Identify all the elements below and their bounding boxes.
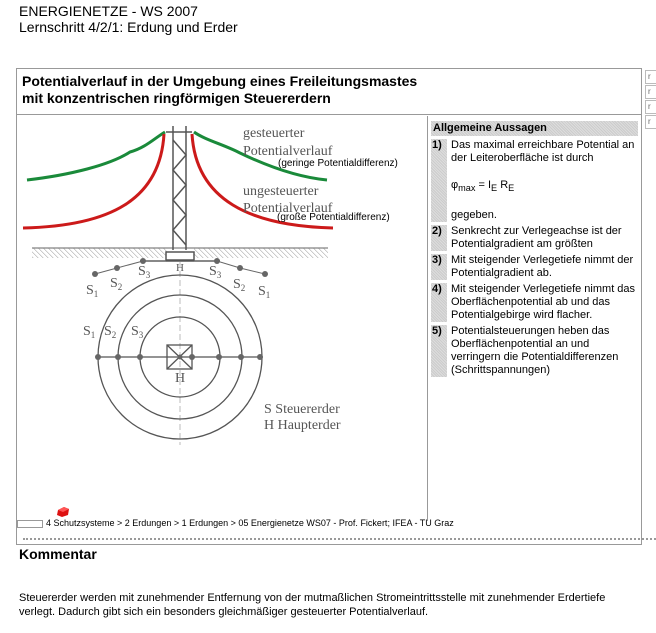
statement-1: 1) Das maximal erreichbare Potential an …	[431, 139, 638, 223]
tower	[140, 126, 220, 262]
label-controlled-1: gesteuerter	[243, 126, 305, 141]
legend-s: S Steuererder	[264, 402, 340, 417]
electrode-labels: H S1 S2 S3 S3 S2 S1 S1 S2 S3 H S Steuere…	[83, 262, 341, 433]
statement-5: 5) Potentialsteuerungen heben das Oberflä…	[431, 325, 638, 378]
statement-text: Mit steigender Verlegetiefe nimmt das Ob…	[451, 283, 636, 322]
statement-number: 5)	[431, 325, 447, 378]
label-uncontrolled-3: (große Potentialdifferenz)	[277, 212, 390, 223]
separator	[23, 538, 656, 540]
uncontrolled-potential-curve	[22, 133, 334, 230]
side-tab-4[interactable]: r	[645, 115, 656, 129]
statement-number: 3)	[431, 254, 447, 281]
comment-heading: Kommentar	[19, 546, 97, 562]
svg-text:S1: S1	[258, 284, 270, 300]
statement-number: 4)	[431, 283, 447, 323]
course-title: ENERGIENETZE - WS 2007	[19, 3, 198, 19]
comment-text: Steuererder werden mit zunehmender Entfe…	[19, 592, 606, 618]
panel-divider	[427, 116, 428, 521]
statement-number: 1)	[431, 139, 447, 223]
statement-text: Das maximal erreichbare Potential an der…	[451, 139, 635, 164]
statement-text: Mit steigender Verlegetiefe nimmt der Po…	[451, 254, 634, 280]
label-uncontrolled-2: Potentialverlauf	[243, 201, 333, 216]
svg-text:S2: S2	[110, 276, 122, 292]
label-uncontrolled-1: ungesteuerter	[243, 184, 319, 199]
svg-text:S3: S3	[138, 264, 151, 280]
label-h-plan: H	[175, 371, 185, 386]
ground-hatch-right	[194, 248, 328, 258]
progress-box	[17, 520, 43, 528]
label-controlled-2: Potentialverlauf	[243, 144, 333, 159]
statements-panel: Allgemeine Aussagen 1) Das maximal errei…	[431, 121, 638, 380]
ground-hatch-left	[32, 248, 168, 258]
svg-text:S3: S3	[209, 264, 222, 280]
svg-text:S2: S2	[104, 324, 116, 340]
side-tab-3[interactable]: r	[645, 100, 656, 114]
formula: φmax = IE RE	[451, 179, 515, 194]
slide-frame	[16, 68, 642, 545]
statement-4: 4) Mit steigender Verlegetiefe nimmt das …	[431, 283, 638, 323]
side-tab-2[interactable]: r	[645, 85, 656, 99]
grounding-diagram: gesteuerter Potentialverlauf ungesteuert…	[22, 126, 398, 445]
svg-text:S1: S1	[83, 324, 95, 340]
statement-3: 3) Mit steigender Verlegetiefe nimmt der …	[431, 254, 638, 281]
side-tab-1[interactable]: r	[645, 70, 656, 84]
statement-number: 2)	[431, 225, 447, 252]
panel-heading: Allgemeine Aussagen	[431, 121, 638, 136]
svg-text:S1: S1	[86, 283, 98, 299]
lesson-step: Lernschritt 4/2/1: Erdung und Erder	[19, 19, 238, 35]
title-line-2: mit konzentrischen ringförmigen Steuerer…	[22, 90, 331, 106]
cube-icon[interactable]	[56, 506, 70, 518]
legend-h: H Haupterder	[264, 418, 341, 433]
statement-text-end: gegeben.	[451, 209, 497, 222]
statement-text: Potentialsteuerungen heben das Oberfläch…	[451, 325, 619, 377]
breadcrumb: 4 Schutzsysteme > 2 Erdungen > 1 Erdunge…	[46, 518, 454, 528]
svg-text:S2: S2	[233, 277, 245, 293]
statement-text: Senkrecht zur Verlegeachse ist der Poten…	[451, 225, 622, 251]
slide-title: Potentialverlauf in der Umgebung eines F…	[17, 69, 641, 115]
controlled-potential-curve	[26, 130, 328, 182]
title-line-1: Potentialverlauf in der Umgebung eines F…	[22, 73, 418, 89]
label-controlled-3: (geringe Potentialdifferenz)	[278, 158, 398, 169]
svg-text:S3: S3	[131, 324, 144, 340]
statement-2: 2) Senkrecht zur Verlegeachse ist der Pot…	[431, 225, 638, 252]
